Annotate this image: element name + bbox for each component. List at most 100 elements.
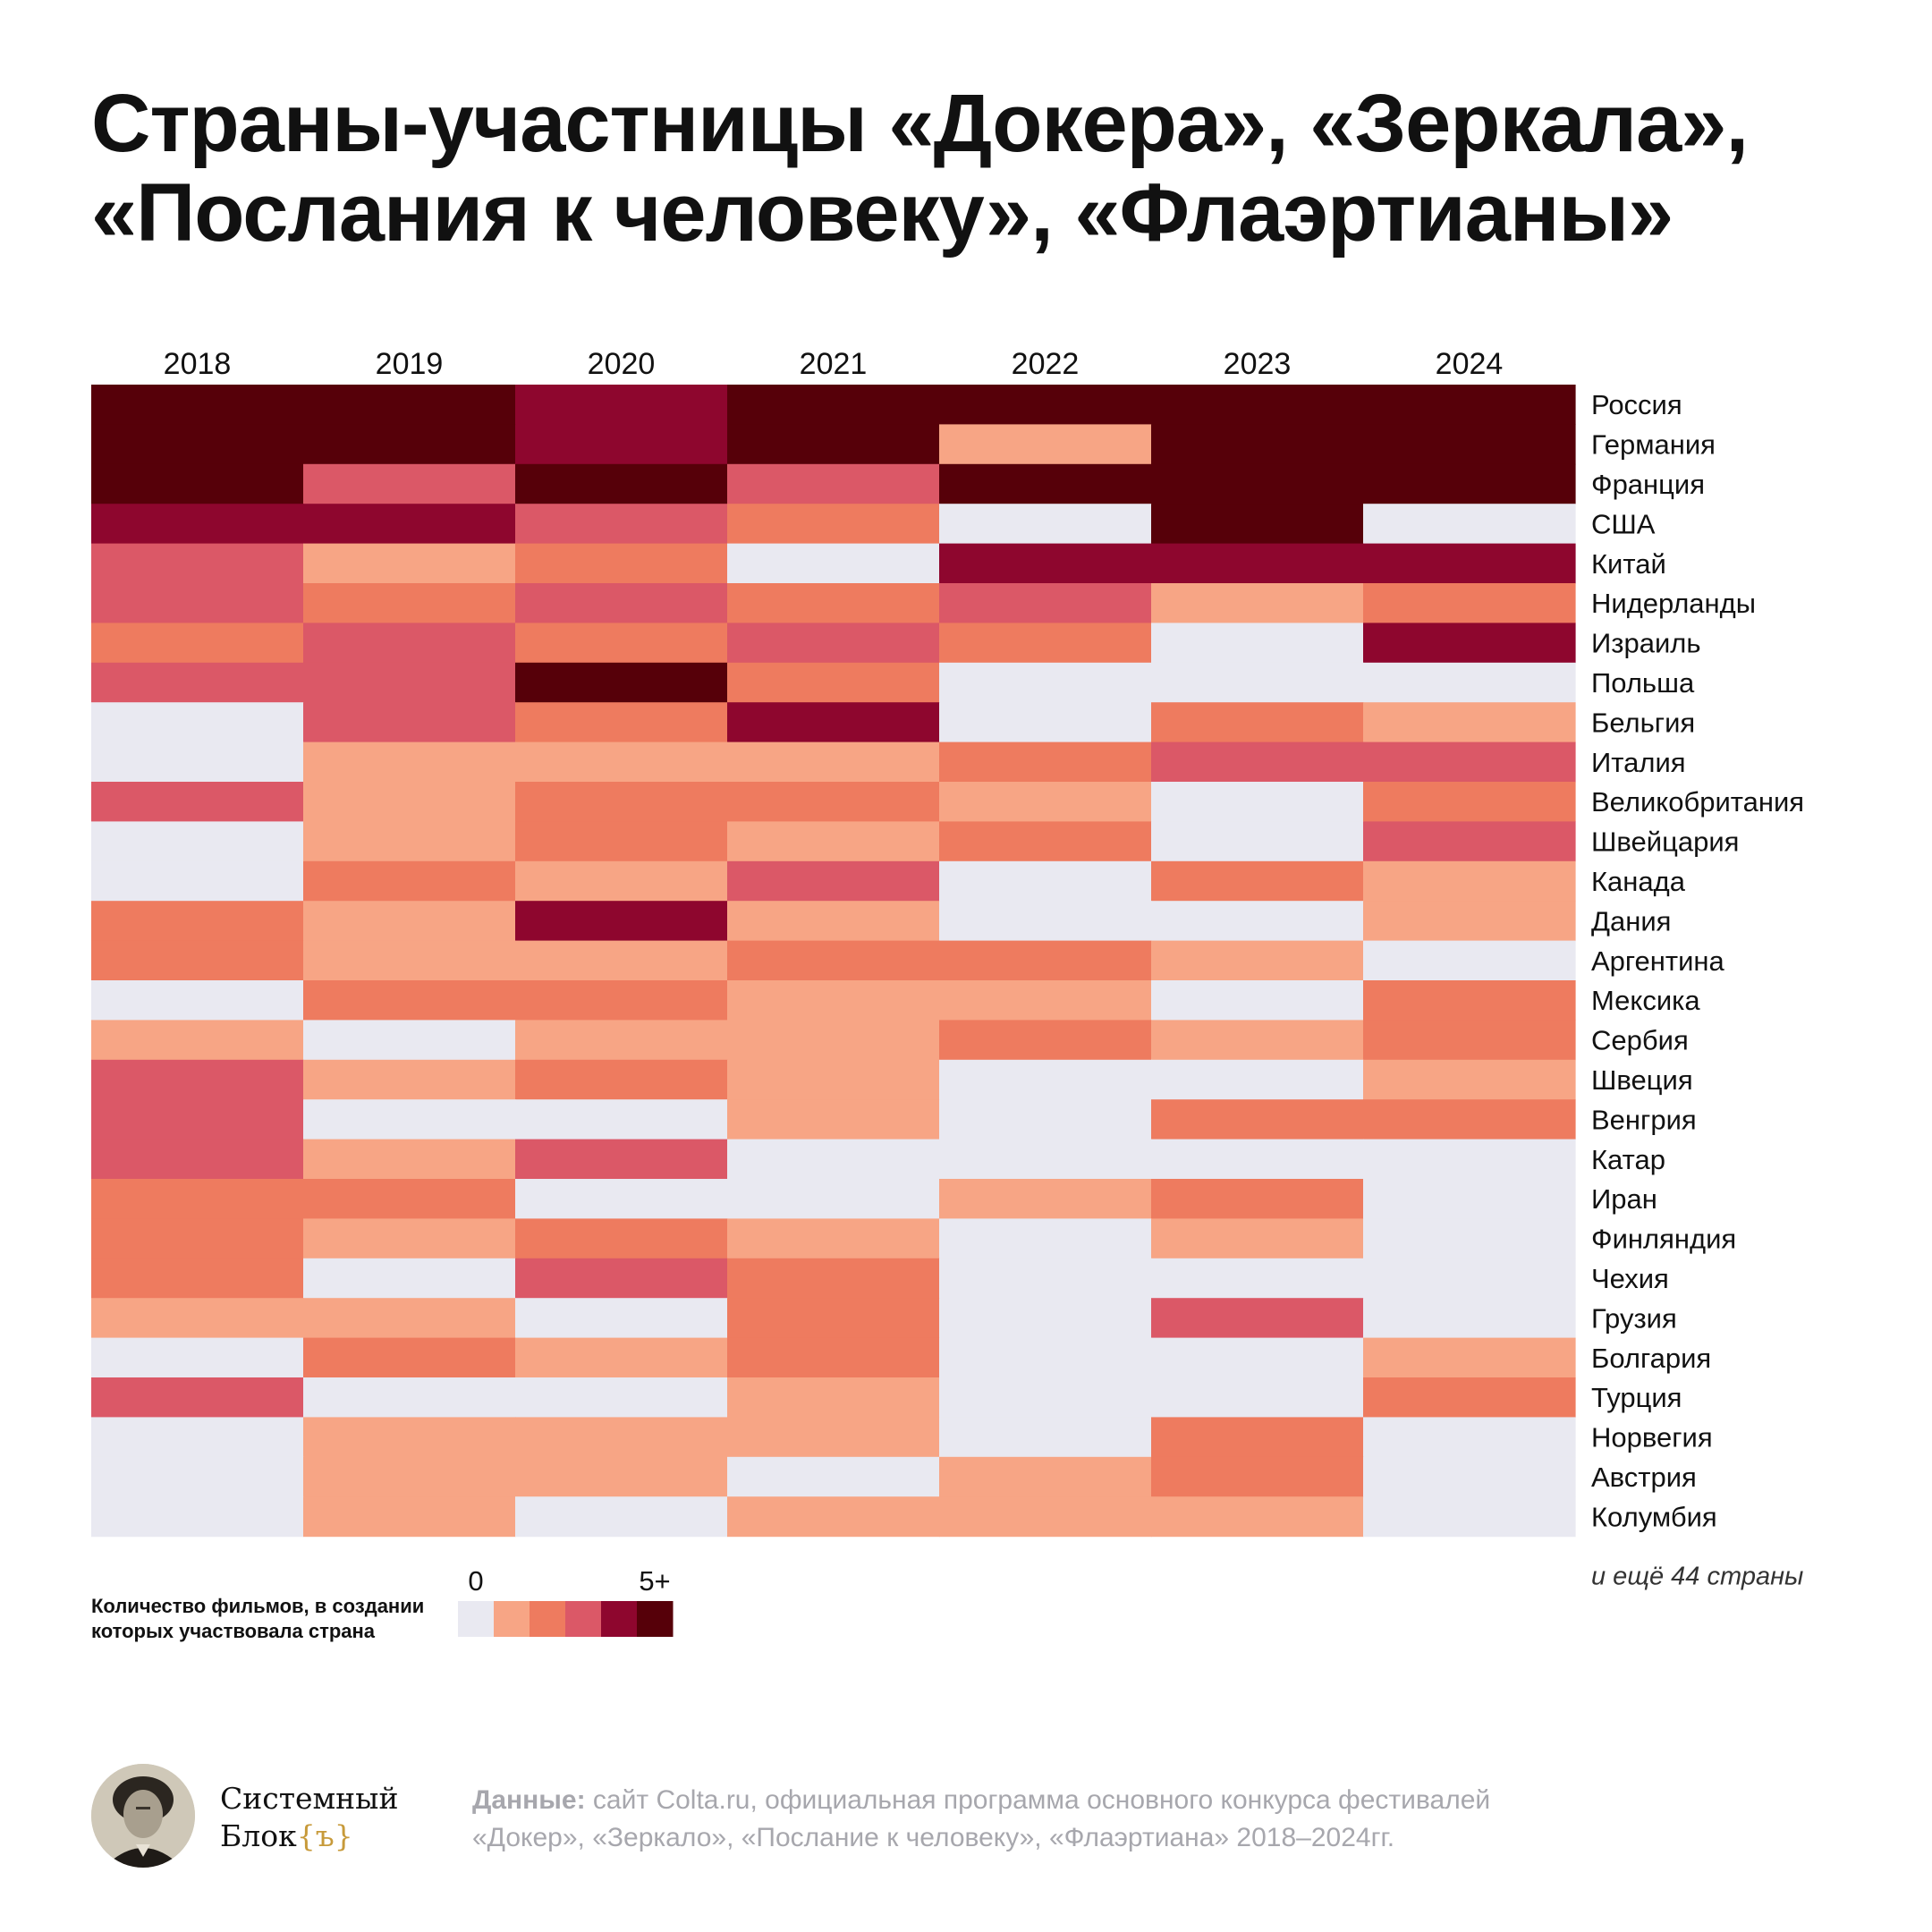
- brand-logo-avatar: [91, 1764, 195, 1868]
- heatmap-cell: [727, 980, 940, 1021]
- heatmap-cell: [1151, 1337, 1364, 1378]
- heatmap-cell: [91, 741, 304, 783]
- heatmap-cell: [1151, 1179, 1364, 1219]
- heatmap-cell: [727, 1456, 940, 1497]
- row-label: Германия: [1591, 429, 1716, 461]
- heatmap-cell: [91, 1417, 304, 1458]
- heatmap-cell: [1151, 860, 1364, 902]
- heatmap-cell: [515, 662, 728, 703]
- heatmap-cell: [515, 702, 728, 743]
- heatmap-cell: [1363, 1099, 1576, 1140]
- legend-swatch: [565, 1601, 602, 1637]
- heatmap-cell: [1151, 623, 1364, 664]
- heatmap-cell: [727, 782, 940, 822]
- heatmap-cell: [1151, 385, 1364, 425]
- brand-name-line-2: Блок{ъ}: [220, 1818, 398, 1855]
- heatmap-cell: [303, 543, 516, 584]
- heatmap-cell: [939, 782, 1152, 822]
- source-text-1: сайт Colta.ru, официальная программа осн…: [585, 1785, 1491, 1815]
- heatmap-cell: [91, 463, 304, 504]
- heatmap-cell: [91, 980, 304, 1021]
- heatmap-cell: [515, 1337, 728, 1378]
- heatmap-cell: [303, 980, 516, 1021]
- row-label: Мексика: [1591, 985, 1700, 1016]
- heatmap-cell: [515, 1139, 728, 1180]
- heatmap-cell: [727, 583, 940, 623]
- heatmap-cell: [1151, 821, 1364, 862]
- chart-title-line-2: «Послания к человеку», «Флаэртианы»: [91, 167, 1674, 258]
- heatmap-cell: [1151, 1218, 1364, 1259]
- legend-swatch: [458, 1601, 495, 1637]
- heatmap-cell: [939, 980, 1152, 1021]
- heatmap-cell: [91, 1139, 304, 1180]
- heatmap-cell: [1151, 1456, 1364, 1497]
- heatmap-cell: [1363, 1020, 1576, 1061]
- brand-name: Системный Блок{ъ}: [220, 1780, 398, 1855]
- heatmap-cell: [1363, 1377, 1576, 1418]
- heatmap-chart: 2018 2019 2020 2021 2022 2023 2024 Россия Герман…: [91, 347, 1804, 1637]
- heatmap-cell: [91, 782, 304, 822]
- heatmap-cell: [1363, 583, 1576, 623]
- heatmap-cell: [515, 741, 728, 783]
- heatmap-cell: [1363, 1218, 1576, 1259]
- heatmap-cell: [303, 662, 516, 703]
- heatmap-cell: [515, 504, 728, 545]
- heatmap-cell: [303, 623, 516, 664]
- row-label: Италия: [1591, 747, 1686, 778]
- heatmap-cell: [1363, 463, 1576, 504]
- heatmap-cell: [303, 860, 516, 902]
- heatmap-cell: [727, 504, 940, 545]
- heatmap-cell: [1363, 702, 1576, 743]
- heatmap-cell: [727, 385, 940, 425]
- heatmap-cell: [727, 1298, 940, 1339]
- heatmap-cell: [91, 702, 304, 743]
- column-header: 2024: [1436, 347, 1504, 381]
- row-label: Турция: [1591, 1382, 1682, 1413]
- heatmap-cell: [1363, 782, 1576, 822]
- heatmap-cell: [939, 504, 1152, 545]
- legend-swatch: [601, 1601, 638, 1637]
- heatmap-cell: [727, 1218, 940, 1259]
- heatmap-cell: [303, 583, 516, 623]
- heatmap-cell: [515, 1496, 728, 1538]
- heatmap-cell: [939, 1417, 1152, 1458]
- heatmap-cell: [939, 860, 1152, 902]
- heatmap-cell: [1151, 583, 1364, 623]
- heatmap-cell: [515, 1417, 728, 1458]
- heatmap-cell: [515, 623, 728, 664]
- heatmap-cell: [515, 980, 728, 1021]
- row-label: Нидерланды: [1591, 588, 1756, 619]
- heatmap-cell: [727, 860, 940, 902]
- heatmap-cell: [727, 424, 940, 465]
- heatmap-cell: [1363, 504, 1576, 545]
- heatmap-cell: [303, 940, 516, 981]
- heatmap-cell: [727, 702, 940, 743]
- row-label: Бельгия: [1591, 707, 1695, 738]
- row-label: Россия: [1591, 389, 1682, 420]
- heatmap-cell: [1151, 424, 1364, 465]
- row-label: Великобритания: [1591, 786, 1804, 818]
- heatmap-cell: [939, 385, 1152, 425]
- heatmap-cell: [1151, 1496, 1364, 1538]
- heatmap-cell: [91, 1496, 304, 1538]
- brand-name-line-1: Системный: [220, 1781, 399, 1816]
- row-label: Франция: [1591, 469, 1705, 500]
- heatmap-cell: [515, 1258, 728, 1299]
- heatmap-cell: [939, 1298, 1152, 1339]
- heatmap-cell: [515, 424, 728, 465]
- heatmap-cell: [303, 702, 516, 743]
- heatmap-cell: [91, 940, 304, 981]
- row-label: Китай: [1591, 548, 1666, 580]
- heatmap-cell: [727, 901, 940, 942]
- heatmap-cell: [939, 662, 1152, 703]
- heatmap-cell: [1151, 980, 1364, 1021]
- heatmap-cell: [1363, 543, 1576, 584]
- heatmap-cell: [515, 821, 728, 862]
- legend-swatch: [637, 1601, 674, 1637]
- heatmap-cell: [1151, 782, 1364, 822]
- heatmap-cell: [939, 623, 1152, 664]
- heatmap-cell: [303, 1139, 516, 1180]
- heatmap-cell: [91, 1298, 304, 1339]
- heatmap-cell: [939, 1337, 1152, 1378]
- heatmap-cell: [1363, 821, 1576, 862]
